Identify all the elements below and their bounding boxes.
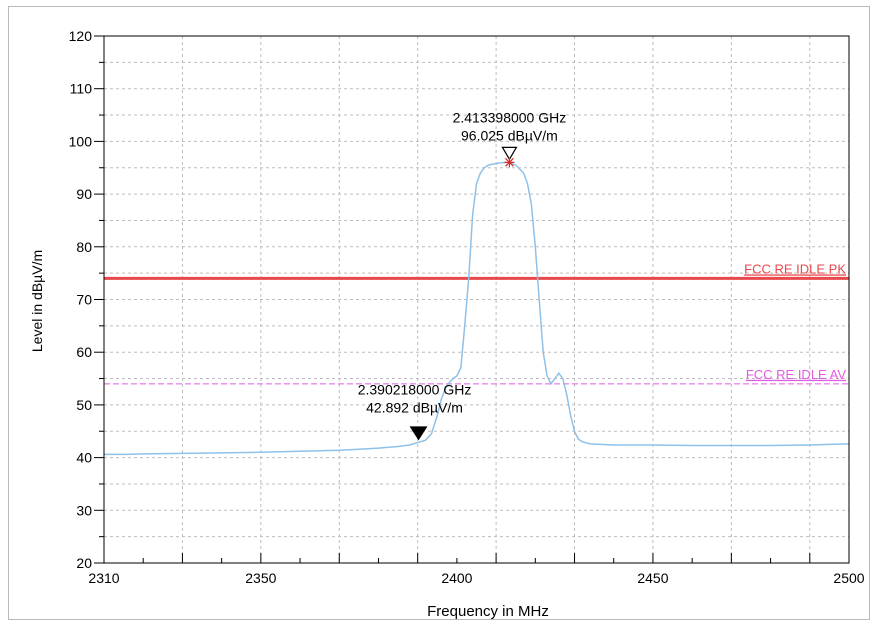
y-tick-label: 90 bbox=[76, 186, 92, 202]
band-edge-marker-icon bbox=[409, 426, 428, 441]
y-tick-label: 30 bbox=[76, 502, 92, 518]
series-group bbox=[104, 161, 850, 456]
grid bbox=[104, 36, 849, 563]
marker-freq-label: 2.390218000 GHz bbox=[358, 381, 472, 397]
chart-frame bbox=[8, 6, 870, 620]
markers-group: 2.413398000 GHz 96.025 dBµV/m 2.390218000 … bbox=[358, 109, 567, 441]
y-tick-label: 50 bbox=[76, 397, 92, 413]
axis-ticks: 2310 2350 2400 2450 2500 20 30 40 50 60 70 80 90 100 1… bbox=[69, 28, 865, 586]
peak-marker-icon bbox=[501, 146, 518, 161]
x-tick-label: 2310 bbox=[88, 570, 119, 586]
y-tick-label: 80 bbox=[76, 239, 92, 255]
y-axis-label: Level in dBµV/m bbox=[29, 250, 45, 352]
limit-line-label: FCC RE IDLE AV bbox=[746, 367, 847, 382]
x-tick-label: 2350 bbox=[245, 570, 276, 586]
y-tick-label: 110 bbox=[70, 81, 93, 97]
x-tick-label: 2450 bbox=[637, 570, 668, 586]
y-tick-label: 20 bbox=[76, 555, 92, 571]
y-tick-label: 40 bbox=[76, 450, 92, 466]
limit-lines: FCC RE IDLE PK FCC RE IDLE AV bbox=[104, 261, 849, 385]
marker-level-label: 96.025 dBµV/m bbox=[461, 127, 558, 143]
y-tick-label: 60 bbox=[76, 344, 92, 360]
marker-level-label: 42.892 dBµV/m bbox=[366, 399, 463, 415]
x-tick-label: 2400 bbox=[441, 570, 472, 586]
limit-line-label: FCC RE IDLE PK bbox=[744, 261, 846, 276]
y-tick-label: 70 bbox=[76, 292, 92, 308]
peak-asterisk-icon bbox=[504, 157, 515, 168]
x-axis-label: Frequency in MHz bbox=[427, 603, 549, 620]
plot-area-border bbox=[103, 35, 850, 564]
y-tick-label: 100 bbox=[69, 133, 93, 149]
asterisk-stroke bbox=[505, 157, 514, 167]
x-tick-label: 2500 bbox=[833, 570, 864, 586]
y-tick-label: 120 bbox=[69, 28, 93, 44]
marker-freq-label: 2.413398000 GHz bbox=[453, 109, 567, 125]
spectrum-trace bbox=[104, 161, 850, 456]
